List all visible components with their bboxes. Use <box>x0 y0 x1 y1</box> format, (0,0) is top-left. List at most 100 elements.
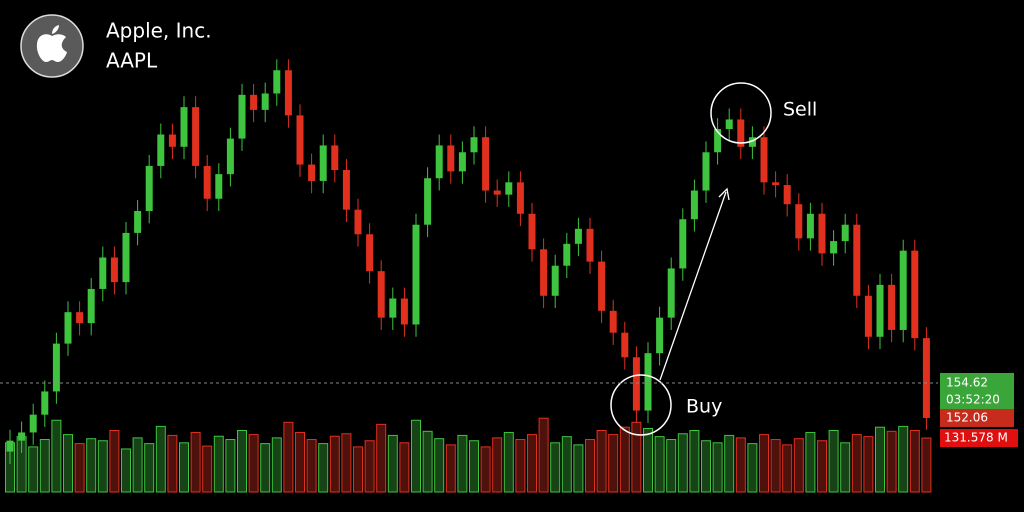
volume-bar <box>86 438 97 493</box>
logo-icon <box>36 25 67 62</box>
volume-bar <box>503 432 514 493</box>
buy-label: Buy <box>686 396 722 418</box>
candle-body <box>702 152 710 191</box>
candle-body <box>458 152 466 172</box>
candle-body <box>737 119 745 147</box>
candle-body <box>772 182 780 186</box>
candle-body <box>748 137 756 147</box>
candle-body <box>435 145 443 179</box>
candle-body <box>215 174 223 199</box>
volume-bar <box>631 421 642 493</box>
candle-body <box>888 284 896 330</box>
volume-bar <box>260 443 271 493</box>
candle-body <box>806 213 814 239</box>
volume-bar <box>132 437 143 493</box>
volume-bar <box>202 445 213 493</box>
price-tag <box>940 372 1014 411</box>
candle-body <box>853 224 861 296</box>
candle-body <box>250 94 258 110</box>
volume-bar <box>863 436 874 493</box>
volume-bar <box>538 417 549 493</box>
volume-bar <box>399 442 410 493</box>
candle-body <box>99 257 107 289</box>
volume-bar <box>921 437 932 493</box>
volume-bar <box>886 430 897 493</box>
candle-body <box>760 137 768 183</box>
candle-body <box>226 138 234 175</box>
volume-bar <box>28 446 39 493</box>
volume-bar <box>689 430 700 493</box>
volume-bar <box>63 434 73 493</box>
volume-bar <box>341 433 352 493</box>
volume-bar <box>167 434 178 493</box>
volume-bar <box>793 438 804 493</box>
volume-bar <box>724 434 735 493</box>
candle-body <box>783 185 791 205</box>
candle-body <box>656 317 664 354</box>
candle-body <box>29 414 37 433</box>
volume-bar <box>213 435 224 493</box>
volume-bar <box>619 426 630 493</box>
candle-body <box>64 312 72 344</box>
volume-bar <box>271 437 282 493</box>
volume-bar <box>248 434 259 493</box>
volume-bar <box>74 443 85 493</box>
candle-body <box>389 298 397 318</box>
candle-body <box>157 134 165 166</box>
candle-body <box>134 211 142 233</box>
candle-body <box>192 107 200 166</box>
sell-circle <box>710 82 772 144</box>
candle-body <box>180 107 188 147</box>
candle-body <box>841 224 849 242</box>
volume-bar <box>747 443 758 493</box>
volume-bar <box>573 444 584 493</box>
volume-bar <box>666 439 677 493</box>
title: Apple, Inc. <box>106 19 212 43</box>
volume-bar <box>712 442 723 493</box>
candle-body <box>168 134 176 147</box>
candle-body <box>609 310 617 333</box>
candle-body <box>540 249 548 296</box>
candle-body <box>551 265 559 296</box>
volume-bar <box>179 442 189 493</box>
candle-body <box>110 257 118 283</box>
volume-bar <box>805 432 816 493</box>
volume-bar <box>422 430 433 493</box>
candle-body <box>621 332 629 358</box>
volume-bar <box>759 434 769 493</box>
volume-bar <box>434 438 445 493</box>
volume-bar <box>735 437 746 493</box>
price-layer <box>6 59 930 464</box>
volume-bar <box>144 443 155 493</box>
candle-body <box>586 228 594 262</box>
candle-body <box>400 298 408 325</box>
volume-bar <box>306 439 317 493</box>
volume-bar <box>155 425 166 493</box>
candle-body <box>284 70 292 116</box>
candle-body <box>574 228 582 244</box>
candle-body <box>331 145 339 171</box>
volume-bar <box>782 444 793 493</box>
volume-bar <box>643 427 653 493</box>
volume-bar <box>295 432 305 493</box>
candle-body <box>679 219 687 269</box>
volume-bar <box>701 440 711 493</box>
candle-body <box>354 209 362 235</box>
candle-body <box>145 165 153 212</box>
volume-bar <box>561 436 572 493</box>
candle-body <box>899 250 907 330</box>
candle-body <box>261 93 269 110</box>
candle-body <box>795 204 803 239</box>
countdown-label: 03:52:20 <box>946 392 1000 406</box>
volume-bar <box>550 442 561 493</box>
candle-body <box>6 440 14 452</box>
volume-tag <box>940 429 1018 448</box>
candle-body <box>644 353 652 411</box>
candle-body <box>122 232 130 283</box>
volume-bar <box>840 442 851 493</box>
volume-bar <box>585 439 595 493</box>
candle-body <box>41 391 49 415</box>
candle-body <box>516 182 524 214</box>
price-label: 154.62 <box>946 375 988 389</box>
